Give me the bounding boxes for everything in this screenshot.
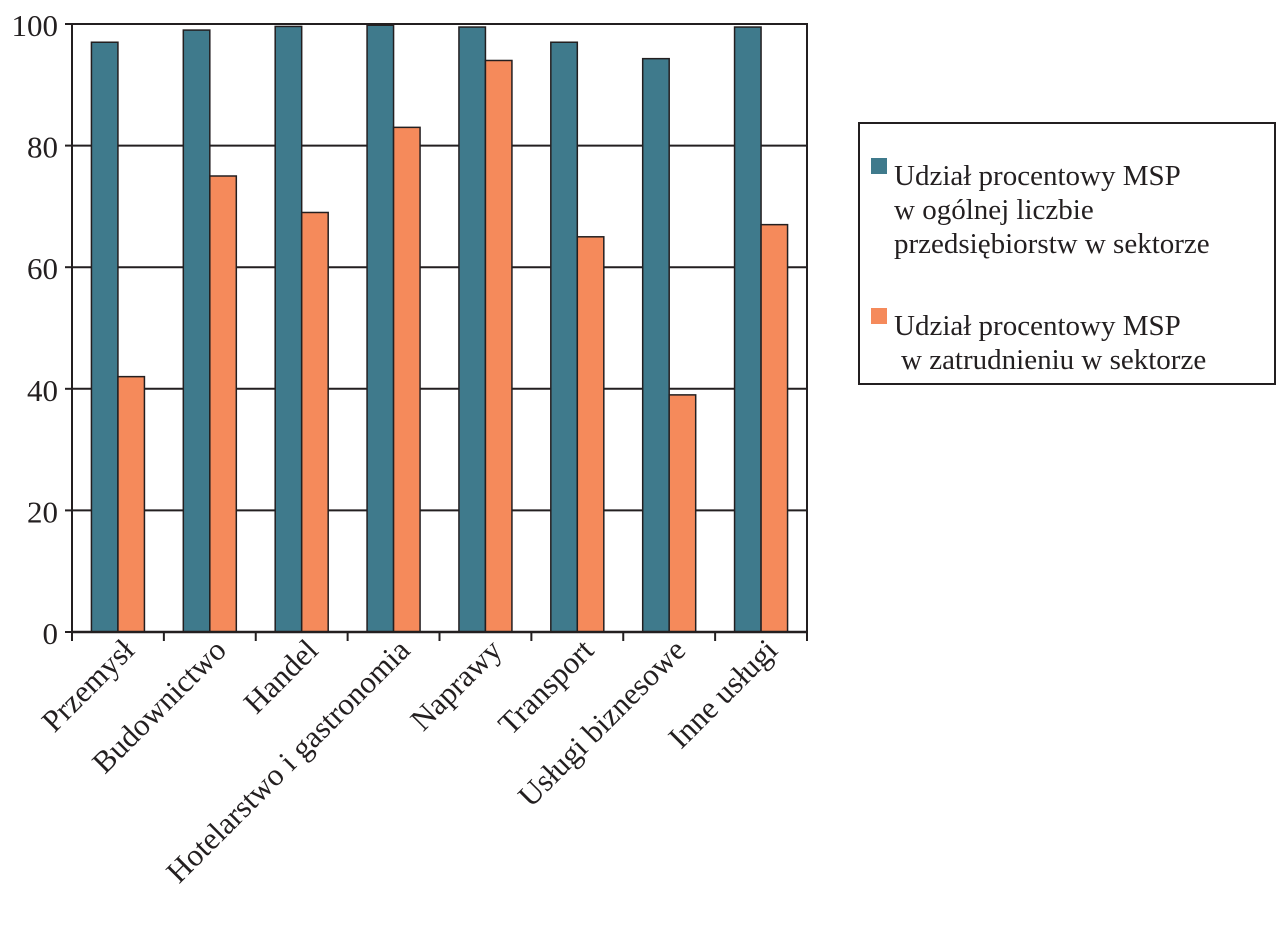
- x-tick-label: Usługi biznesowe: [511, 632, 692, 813]
- y-tick-label: 100: [12, 8, 59, 43]
- legend-swatch: [871, 158, 887, 174]
- legend-label-line: Udział procentowy MSP: [894, 160, 1181, 192]
- bar-share-of-enterprises: [90, 41, 119, 633]
- legend-label-line: w zatrudnieniu w sektorze: [901, 344, 1206, 376]
- y-tick-label: 80: [27, 130, 58, 165]
- bar-share-of-employment: [209, 175, 238, 633]
- y-tick-labels: 0 20 40 60 80 100: [12, 8, 59, 651]
- bar-share-of-enterprises: [182, 29, 211, 633]
- bar-share-of-employment: [576, 236, 605, 633]
- grid-lines: [72, 23, 807, 633]
- bar-share-of-employment: [760, 223, 789, 633]
- bar-share-of-employment: [117, 375, 146, 633]
- bar-share-of-enterprises: [274, 25, 303, 633]
- bar-share-of-enterprises: [733, 26, 762, 633]
- bars: [90, 24, 789, 633]
- legend-label-line: przedsiębiorstw w sektorze: [894, 228, 1210, 260]
- bar-share-of-enterprises: [550, 41, 579, 633]
- axes: [65, 23, 808, 641]
- y-tick-label: 60: [27, 251, 58, 286]
- legend-box: [858, 122, 1276, 385]
- bar-share-of-enterprises: [641, 57, 670, 633]
- bar-share-of-enterprises: [366, 24, 395, 633]
- bar-share-of-employment: [484, 59, 513, 633]
- bar-share-of-employment: [300, 211, 329, 633]
- legend-label-line: Udział procentowy MSP: [894, 310, 1181, 342]
- bar-share-of-enterprises: [458, 26, 487, 633]
- legend-label-line: w ogólnej liczbie: [894, 194, 1094, 226]
- y-tick-label: 0: [43, 616, 59, 651]
- y-tick-label: 20: [27, 494, 58, 529]
- y-tick-label: 40: [27, 373, 58, 408]
- legend-swatch: [871, 308, 887, 324]
- bar-share-of-employment: [392, 126, 421, 633]
- x-tick-label: Naprawy: [403, 632, 508, 737]
- plot-area-border: [71, 23, 808, 633]
- bar-share-of-employment: [668, 394, 697, 633]
- x-tick-label: Handel: [237, 632, 325, 720]
